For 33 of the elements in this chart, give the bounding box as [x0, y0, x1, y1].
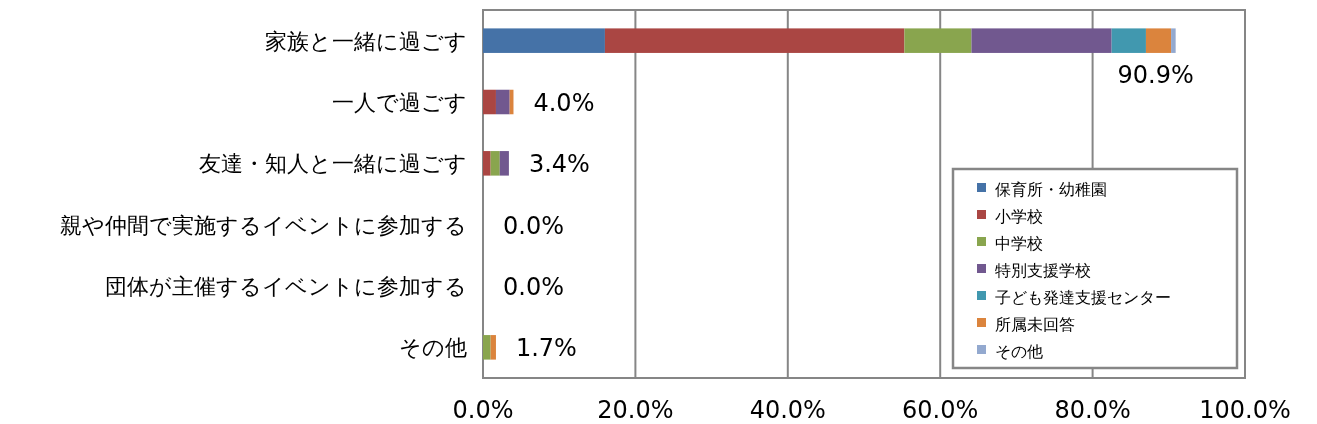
- bar: [483, 151, 491, 176]
- y-tick-label: その他: [399, 335, 467, 361]
- total-label: 1.7%: [515, 334, 577, 363]
- bar: [495, 89, 510, 115]
- bar: [483, 89, 496, 115]
- y-tick-label: 家族と一緒に過ごす: [265, 28, 467, 54]
- bar: [490, 151, 500, 176]
- x-tick-label: 100.0%: [1199, 396, 1291, 424]
- total-label: 4.0%: [533, 89, 595, 117]
- y-tick-label: 一人で過ごす: [332, 90, 467, 115]
- total-label: 3.4%: [528, 150, 590, 179]
- legend-label: 中学校: [995, 234, 1043, 253]
- legend-label: 保育所・幼稚園: [995, 180, 1107, 199]
- legend-label: 小学校: [995, 207, 1043, 226]
- total-label: 90.9%: [1117, 60, 1194, 89]
- legend-label: 子ども発達支援センター: [995, 288, 1171, 307]
- bar: [483, 335, 491, 360]
- y-tick-label: 親や仲間で実施するイベントに参加する: [60, 212, 467, 238]
- legend-label: その他: [995, 342, 1043, 361]
- x-tick-label: 80.0%: [1054, 396, 1131, 424]
- total-label: 0.0%: [503, 273, 564, 301]
- x-tick-label: 40.0%: [749, 396, 826, 424]
- x-tick-label: 20.0%: [597, 396, 674, 424]
- bar: [904, 28, 972, 53]
- y-tick-label: 友達・知人と一緒に過ごす: [199, 151, 467, 177]
- bar: [490, 335, 496, 360]
- total-label: 0.0%: [503, 211, 564, 240]
- bar: [499, 151, 509, 176]
- legend-label: 特別支援学校: [995, 261, 1091, 280]
- x-tick-label: 60.0%: [902, 396, 979, 424]
- y-tick-label: 団体が主催するイベントに参加する: [105, 274, 467, 299]
- x-tick-label: 0.0%: [452, 396, 514, 424]
- legend-label: 所属未回答: [995, 315, 1075, 334]
